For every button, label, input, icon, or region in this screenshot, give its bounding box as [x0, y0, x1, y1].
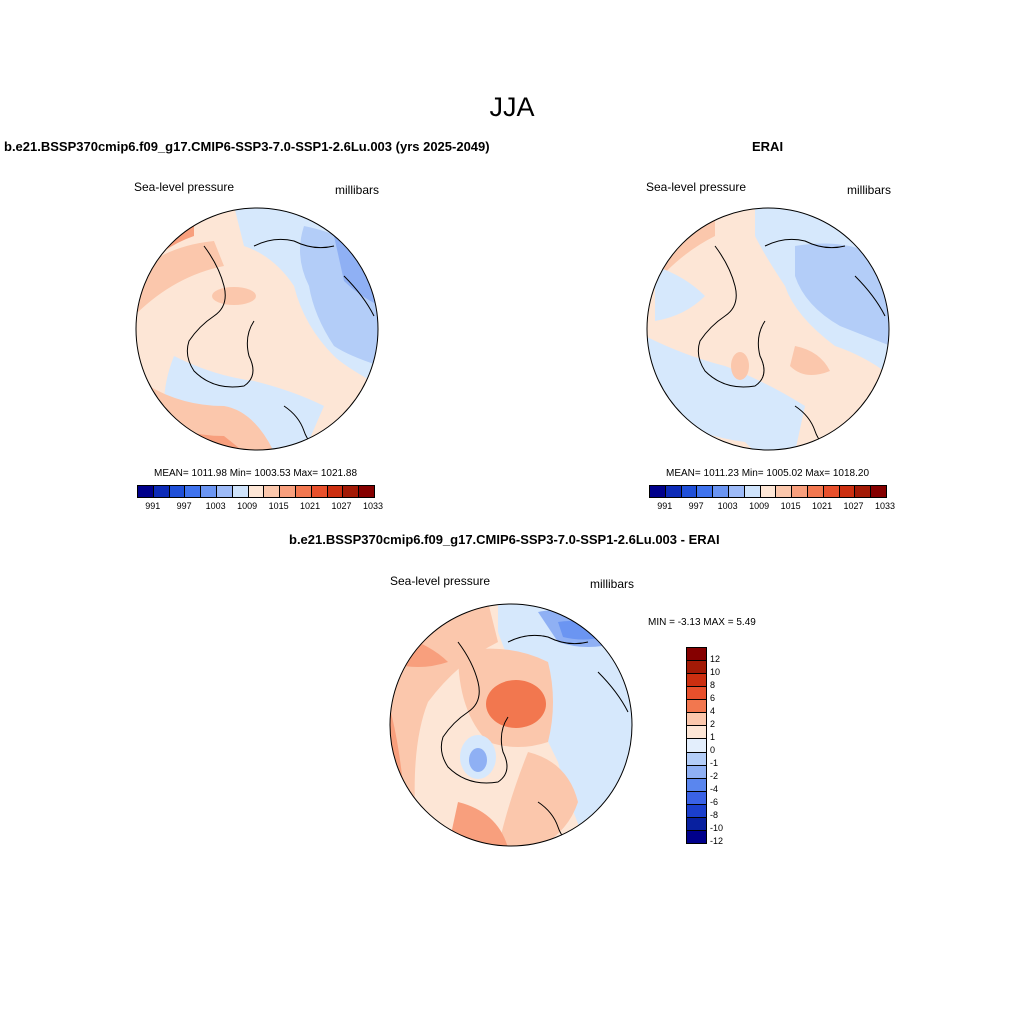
colorbar-swatch [343, 486, 360, 497]
model-polar-map [135, 207, 379, 451]
colorbar-swatch [311, 486, 328, 497]
colorbar-swatch [295, 486, 312, 497]
colorbar-swatch [185, 486, 202, 497]
colorbar-swatch [687, 648, 706, 662]
colorbar-swatch [713, 486, 729, 497]
colorbar-swatch [687, 713, 706, 727]
colorbar-swatch [201, 486, 217, 497]
model-units-label: millibars [335, 183, 380, 197]
colorbar-swatch [687, 661, 706, 675]
colorbar-swatch [687, 687, 706, 701]
obs-polar-map [646, 207, 890, 451]
colorbar-swatch [697, 486, 714, 497]
colorbar-tick-label: -8 [710, 810, 719, 820]
colorbar-tick-label: 12 [710, 654, 721, 664]
obs-variable-label: Sea-level pressure [646, 180, 747, 194]
colorbar-swatch [776, 486, 793, 497]
colorbar-tick-label: -1 [710, 758, 719, 768]
diff-units-label: millibars [590, 577, 635, 591]
colorbar-swatch [687, 739, 706, 753]
colorbar-swatch [823, 486, 840, 497]
model-colorbar [137, 485, 375, 498]
diff-variable-label: Sea-level pressure [390, 574, 491, 588]
colorbar-tick-label: 10 [710, 667, 721, 677]
obs-colorbar-ticks: 991 997 1003 1009 1015 1021 1027 1033 [649, 501, 895, 513]
colorbar-swatch [839, 486, 856, 497]
colorbar-tick-label: 1015 [268, 501, 289, 511]
figure-title: JJA [489, 92, 535, 122]
diff-colorbar [686, 647, 707, 844]
colorbar-swatch [687, 765, 706, 779]
colorbar-tick-label: -6 [710, 797, 719, 807]
colorbar-tick-label: 1027 [843, 501, 864, 511]
colorbar-swatch [687, 674, 706, 688]
colorbar-swatch [280, 486, 296, 497]
colorbar-swatch [871, 486, 886, 497]
diff-colorbar-ticks: 12 10 8 6 4 2 1 0 -1 -2 -4 -6 -8 -10 -12 [710, 647, 750, 847]
diff-panel-title: b.e21.BSSP370cmip6.f09_g17.CMIP6-SSP3-7.… [289, 532, 720, 547]
colorbar-tick-label: -12 [710, 836, 724, 846]
colorbar-tick-label: 1027 [331, 501, 352, 511]
colorbar-swatch [807, 486, 824, 497]
colorbar-swatch [264, 486, 281, 497]
colorbar-swatch [665, 486, 682, 497]
colorbar-tick-label: 2 [710, 719, 716, 729]
colorbar-tick-label: 1009 [749, 501, 770, 511]
obs-panel-title: ERAI [752, 139, 784, 154]
colorbar-swatch [687, 817, 706, 831]
colorbar-swatch [138, 486, 154, 497]
colorbar-tick-label: 997 [688, 501, 704, 511]
colorbar-tick-label: 1033 [362, 501, 384, 511]
model-colorbar-ticks: 991 997 1003 1009 1015 1021 1027 1033 [137, 501, 383, 513]
colorbar-tick-label: 1 [710, 732, 716, 742]
colorbar-tick-label: 1015 [780, 501, 801, 511]
colorbar-swatch [153, 486, 170, 497]
colorbar-swatch [687, 778, 706, 792]
colorbar-swatch [232, 486, 249, 497]
colorbar-swatch [728, 486, 745, 497]
colorbar-swatch [681, 486, 698, 497]
colorbar-swatch [169, 486, 186, 497]
colorbar-swatch [687, 830, 706, 843]
model-variable-label: Sea-level pressure [134, 180, 235, 194]
colorbar-swatch [687, 752, 706, 766]
colorbar-swatch [760, 486, 777, 497]
colorbar-swatch [687, 804, 706, 818]
colorbar-tick-label: 4 [710, 706, 716, 716]
colorbar-tick-label: 1033 [874, 501, 896, 511]
colorbar-swatch [792, 486, 808, 497]
model-panel-title: b.e21.BSSP370cmip6.f09_g17.CMIP6-SSP3-7.… [4, 139, 490, 154]
colorbar-tick-label: -2 [710, 771, 719, 781]
colorbar-swatch [359, 486, 374, 497]
colorbar-swatch [744, 486, 761, 497]
colorbar-tick-label: 1021 [300, 501, 321, 511]
colorbar-swatch [650, 486, 666, 497]
colorbar-tick-label: 0 [710, 745, 716, 755]
colorbar-tick-label: 1009 [237, 501, 258, 511]
colorbar-tick-label: 1021 [812, 501, 833, 511]
colorbar-swatch [327, 486, 344, 497]
colorbar-swatch [687, 726, 706, 740]
obs-stats: MEAN= 1011.23 Min= 1005.02 Max= 1018.20 [666, 468, 870, 479]
obs-units-label: millibars [847, 183, 892, 197]
colorbar-tick-label: 991 [145, 501, 161, 511]
diff-stats: MIN = -3.13 MAX = 5.49 [648, 617, 756, 628]
colorbar-tick-label: 997 [176, 501, 192, 511]
colorbar-tick-label: 8 [710, 680, 716, 690]
colorbar-tick-label: -4 [710, 784, 719, 794]
colorbar-swatch [687, 700, 706, 714]
colorbar-swatch [216, 486, 233, 497]
colorbar-tick-label: 991 [657, 501, 673, 511]
model-stats: MEAN= 1011.98 Min= 1003.53 Max= 1021.88 [154, 468, 358, 479]
colorbar-swatch [855, 486, 872, 497]
colorbar-tick-label: 6 [710, 693, 716, 703]
diff-polar-map [389, 603, 633, 847]
colorbar-swatch [687, 791, 706, 805]
colorbar-tick-label: -10 [710, 823, 724, 833]
obs-colorbar [649, 485, 887, 498]
colorbar-tick-label: 1003 [717, 501, 738, 511]
colorbar-tick-label: 1003 [205, 501, 226, 511]
colorbar-swatch [248, 486, 265, 497]
